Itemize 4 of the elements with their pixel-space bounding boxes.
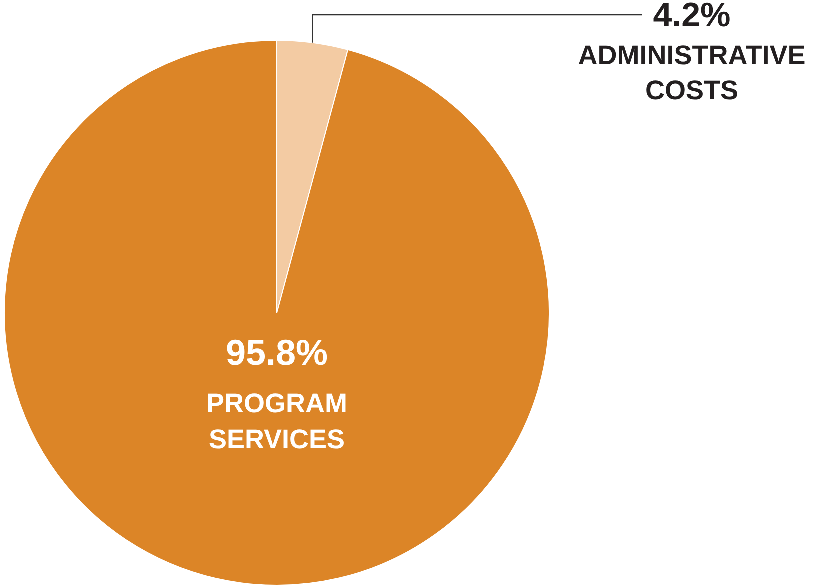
data-label: 4.2% [653,0,731,34]
slice-label: PROGRAM SERVICES [206,388,348,454]
data-label: 95.8% [226,332,328,373]
slice-label: ADMINISTRATIVE COSTS [578,40,806,106]
